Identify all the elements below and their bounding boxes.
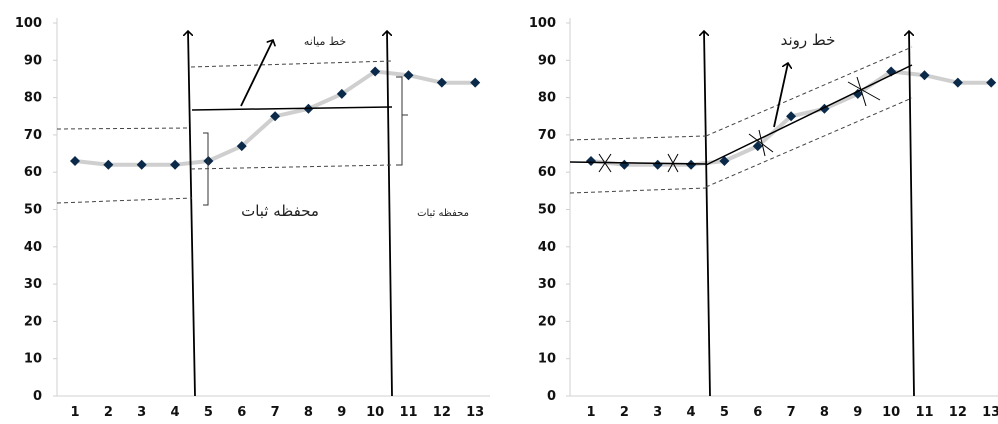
- left-data-point: [170, 159, 181, 170]
- right-data-point: [719, 156, 730, 167]
- left-y-tick-label: 70: [24, 128, 42, 143]
- right-trend-lower: [705, 97, 913, 188]
- left-data-point: [370, 66, 381, 77]
- left-y-tick-label: 50: [24, 203, 42, 218]
- left-envelope-label: محفظه ثبات: [241, 202, 319, 220]
- left-envelope-bracket-2: [396, 76, 403, 166]
- left-x-tick-label: 11: [399, 405, 417, 420]
- right-phase-arrow-2: [909, 31, 915, 397]
- left-envelope-upper-1: [56, 127, 191, 130]
- left-data-point: [436, 77, 447, 88]
- left-x-tick-label: 6: [237, 405, 246, 420]
- left-median-label: خط میانه: [304, 35, 346, 48]
- left-data-point: [103, 159, 114, 170]
- right-y-tick-label: 70: [538, 128, 556, 143]
- right-x-tick-label: 5: [720, 405, 729, 420]
- right-phase-arrow-1: [704, 31, 711, 397]
- left-x-tick-label: 9: [337, 405, 346, 420]
- left-y-tick-label: 20: [24, 314, 42, 329]
- right-data-point: [652, 159, 663, 170]
- left-data-point: [470, 77, 481, 88]
- right-trend-upper: [705, 46, 913, 137]
- left-y-tick-label: 40: [24, 240, 42, 255]
- left-x-tick-label: 7: [271, 405, 280, 420]
- left-y-tick-label: 90: [24, 53, 42, 68]
- right-trend-line: [705, 64, 913, 166]
- right-data-point: [852, 88, 863, 99]
- left-median-line: [191, 106, 393, 111]
- left-x-tick-label: 10: [366, 405, 384, 420]
- right-y-tick-label: 0: [547, 389, 556, 404]
- right-data-point: [919, 70, 930, 81]
- right-y-tick-label: 60: [538, 165, 556, 180]
- right-x-tick-label: 13: [982, 405, 998, 420]
- right-cross-mark-1: [598, 153, 612, 173]
- left-envelope-lower-2: [190, 164, 393, 170]
- left-data-point: [136, 159, 147, 170]
- left-y-tick-label: 10: [24, 352, 42, 367]
- right-x-tick-label: 1: [586, 405, 595, 420]
- left-x-tick-label: 2: [104, 405, 113, 420]
- right-y-tick-label: 10: [538, 352, 556, 367]
- left-median-pointer: [240, 40, 273, 107]
- right-y-tick-label: 40: [538, 240, 556, 255]
- right-data-point: [952, 77, 963, 88]
- right-level-line: [569, 161, 707, 165]
- left-envelope-lower-1: [56, 197, 193, 204]
- right-x-tick-label: 10: [882, 405, 900, 420]
- right-data-point: [686, 159, 697, 170]
- left-x-tick-label: 12: [433, 405, 451, 420]
- right-x-tick-label: 11: [915, 405, 933, 420]
- right-trend-pointer: [773, 63, 788, 128]
- right-x-tick-label: 9: [853, 405, 862, 420]
- left-envelope-upper-2: [190, 60, 393, 68]
- right-envelope-upper-1: [569, 135, 707, 141]
- right-data-point: [986, 77, 997, 88]
- left-y-tick-label: 80: [24, 91, 42, 106]
- left-x-tick-label: 8: [304, 405, 313, 420]
- right-x-tick-label: 2: [620, 405, 629, 420]
- right-x-tick-label: 4: [687, 405, 696, 420]
- right-data-point: [586, 156, 596, 167]
- right-cross-mark-4: [847, 76, 881, 107]
- right-x-tick-label: 7: [787, 405, 796, 420]
- left-data-point: [236, 141, 247, 152]
- right-x-tick-label: 6: [753, 405, 762, 420]
- left-x-tick-label: 5: [204, 405, 213, 420]
- right-y-tick-label: 50: [538, 203, 556, 218]
- right-trend-label: خط روند: [781, 31, 836, 49]
- left-x-tick-label: 13: [466, 405, 484, 420]
- left-y-tick-label: 60: [24, 165, 42, 180]
- left-data-point: [70, 156, 80, 167]
- right-data-point: [619, 159, 630, 170]
- left-x-tick-label: 3: [137, 405, 146, 420]
- right-y-tick-label: 90: [538, 53, 556, 68]
- right-data-point: [752, 141, 763, 152]
- right-data-point: [786, 111, 797, 122]
- left-x-tick-label: 1: [70, 405, 79, 420]
- right-y-tick-label: 100: [529, 16, 556, 31]
- left-data-point: [336, 88, 347, 99]
- left-envelope-label-small: محفظه ثبات: [417, 208, 469, 219]
- left-y-tick-label: 30: [24, 277, 42, 292]
- right-x-tick-label: 8: [820, 405, 829, 420]
- right-y-tick-label: 20: [538, 314, 556, 329]
- left-phase-arrow-2: [387, 31, 393, 397]
- right-x-tick-label: 12: [949, 405, 967, 420]
- left-phase-arrow-1: [188, 31, 196, 397]
- right-y-tick-label: 80: [538, 91, 556, 106]
- left-y-tick-label: 0: [33, 389, 42, 404]
- right-cross-mark-3: [748, 129, 774, 157]
- right-cross-mark-2: [667, 153, 679, 173]
- left-y-tick-label: 100: [15, 16, 42, 31]
- left-x-tick-label: 4: [171, 405, 180, 420]
- left-data-point: [403, 70, 414, 81]
- left-data-point: [270, 111, 281, 122]
- right-x-tick-label: 3: [653, 405, 662, 420]
- right-y-tick-label: 30: [538, 277, 556, 292]
- right-envelope-lower-1: [569, 187, 707, 194]
